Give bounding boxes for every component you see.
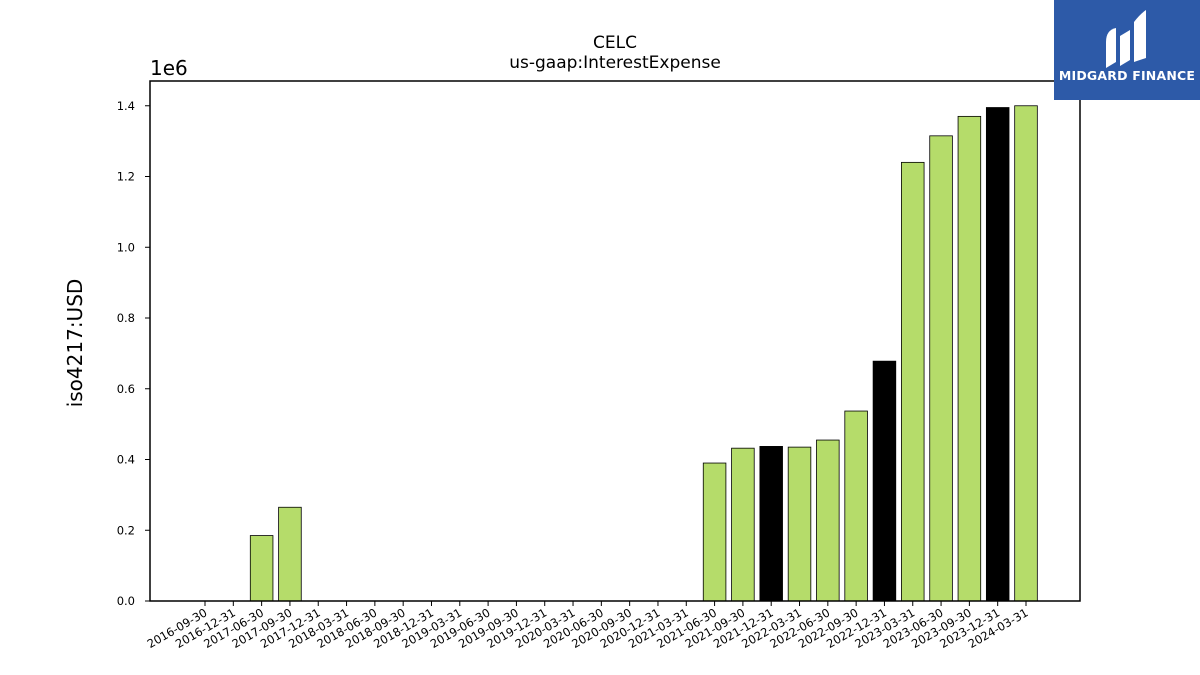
bar-2017-06-30 (249, 535, 274, 602)
y-axis-label: iso4217:USD (63, 279, 87, 408)
y-tick-label: 0.8 (117, 311, 135, 325)
bar-2021-12-31 (759, 446, 783, 602)
y-axis-ticks: 0.0 0.2 0.4 0.6 0.8 1.0 1.2 1.4 (117, 99, 150, 608)
bars-group (249, 105, 1038, 602)
bar-2022-12-31 (872, 360, 897, 602)
y-axis-scale-label: 1e6 (150, 56, 188, 80)
bar-2024-03-31 (1014, 105, 1038, 602)
bar-2022-09-30 (844, 410, 868, 602)
y-tick-label: 0.0 (117, 594, 135, 608)
x-axis-ticks: 2016-09-302016-12-312017-06-302017-09-30… (145, 601, 1031, 651)
y-tick-label: 0.4 (117, 453, 135, 467)
bar-2023-09-30 (957, 115, 982, 602)
bar-2022-03-31 (787, 446, 812, 602)
bar-2023-12-31 (985, 107, 1010, 602)
logo-text: MIDGARD FINANCE (1058, 68, 1196, 83)
bar-2023-03-31 (901, 161, 925, 602)
chart-title: CELC (593, 33, 637, 53)
y-tick-label: 0.6 (117, 382, 135, 396)
y-tick-label: 0.2 (117, 523, 135, 537)
chart-subtitle: us-gaap:InterestExpense (509, 53, 721, 73)
logo-mark-icon (1106, 10, 1146, 68)
y-tick-label: 1.0 (117, 240, 135, 254)
plot-frame (149, 80, 1081, 602)
bar-2023-06-30 (929, 135, 953, 602)
brand-logo: MIDGARD FINANCE (1054, 0, 1200, 100)
bar-2017-09-30 (278, 506, 302, 602)
y-tick-label: 1.4 (117, 99, 135, 113)
bar-2021-09-30 (731, 447, 755, 602)
bar-2022-06-30 (816, 439, 840, 602)
y-tick-label: 1.2 (117, 170, 135, 184)
bar-2021-06-30 (702, 462, 727, 602)
